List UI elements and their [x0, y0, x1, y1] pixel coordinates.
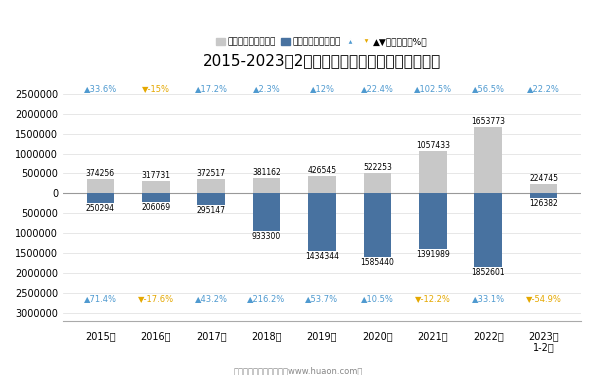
- Text: ▲2.3%: ▲2.3%: [253, 84, 281, 93]
- Bar: [474, 194, 502, 267]
- Text: ▼-17.6%: ▼-17.6%: [138, 294, 174, 303]
- Text: 1585440: 1585440: [361, 258, 395, 267]
- Bar: [530, 194, 557, 198]
- Text: 1653773: 1653773: [471, 117, 505, 126]
- Text: ▲71.4%: ▲71.4%: [84, 294, 117, 303]
- Text: 250294: 250294: [86, 204, 115, 213]
- Text: 1057433: 1057433: [416, 141, 450, 150]
- Text: 206069: 206069: [141, 202, 170, 211]
- Legend: 出口总额（万美元）, 进口总额（万美元）, , ▲▼同比增速（%）: 出口总额（万美元）, 进口总额（万美元）, , ▲▼同比增速（%）: [212, 34, 432, 50]
- Text: 933300: 933300: [252, 232, 281, 241]
- Text: 374256: 374256: [86, 168, 115, 177]
- Text: ▲56.5%: ▲56.5%: [471, 84, 505, 93]
- Text: 372517: 372517: [197, 169, 226, 178]
- Text: ▲12%: ▲12%: [309, 84, 334, 93]
- Text: ▼-15%: ▼-15%: [142, 84, 170, 93]
- Bar: [142, 194, 170, 202]
- Bar: [308, 176, 336, 194]
- Text: 1852601: 1852601: [471, 268, 505, 278]
- Text: ▲10.5%: ▲10.5%: [361, 294, 394, 303]
- Bar: [474, 128, 502, 194]
- Text: 381162: 381162: [252, 168, 281, 177]
- Bar: [364, 194, 391, 257]
- Bar: [419, 194, 446, 249]
- Text: ▲22.2%: ▲22.2%: [527, 84, 560, 93]
- Text: 295147: 295147: [197, 206, 226, 215]
- Bar: [86, 194, 114, 204]
- Text: 1391989: 1391989: [416, 250, 449, 259]
- Bar: [197, 194, 225, 205]
- Bar: [142, 181, 170, 194]
- Text: ▲17.2%: ▲17.2%: [195, 84, 228, 93]
- Bar: [308, 194, 336, 251]
- Text: 制图：华经产业研究院（www.huaon.com）: 制图：华经产业研究院（www.huaon.com）: [233, 366, 363, 375]
- Bar: [419, 151, 446, 194]
- Text: ▲22.4%: ▲22.4%: [361, 84, 394, 93]
- Text: 126382: 126382: [529, 200, 558, 208]
- Text: ▼-54.9%: ▼-54.9%: [526, 294, 561, 303]
- Text: ▲216.2%: ▲216.2%: [247, 294, 285, 303]
- Bar: [253, 178, 281, 194]
- Text: ▼-12.2%: ▼-12.2%: [415, 294, 451, 303]
- Bar: [197, 178, 225, 194]
- Text: 317731: 317731: [141, 171, 170, 180]
- Bar: [364, 172, 391, 194]
- Text: 426545: 426545: [308, 166, 337, 176]
- Bar: [530, 184, 557, 194]
- Bar: [253, 194, 281, 231]
- Text: 1434344: 1434344: [305, 252, 339, 261]
- Text: ▲33.1%: ▲33.1%: [471, 294, 505, 303]
- Text: ▲53.7%: ▲53.7%: [305, 294, 339, 303]
- Text: ▲43.2%: ▲43.2%: [195, 294, 228, 303]
- Text: ▲102.5%: ▲102.5%: [414, 84, 452, 93]
- Text: 522253: 522253: [363, 163, 392, 172]
- Text: 224745: 224745: [529, 174, 558, 183]
- Text: ▲33.6%: ▲33.6%: [84, 84, 117, 93]
- Title: 2015-2023年2月深圳前海综合保税区进、出口额: 2015-2023年2月深圳前海综合保税区进、出口额: [203, 53, 441, 68]
- Bar: [86, 178, 114, 194]
